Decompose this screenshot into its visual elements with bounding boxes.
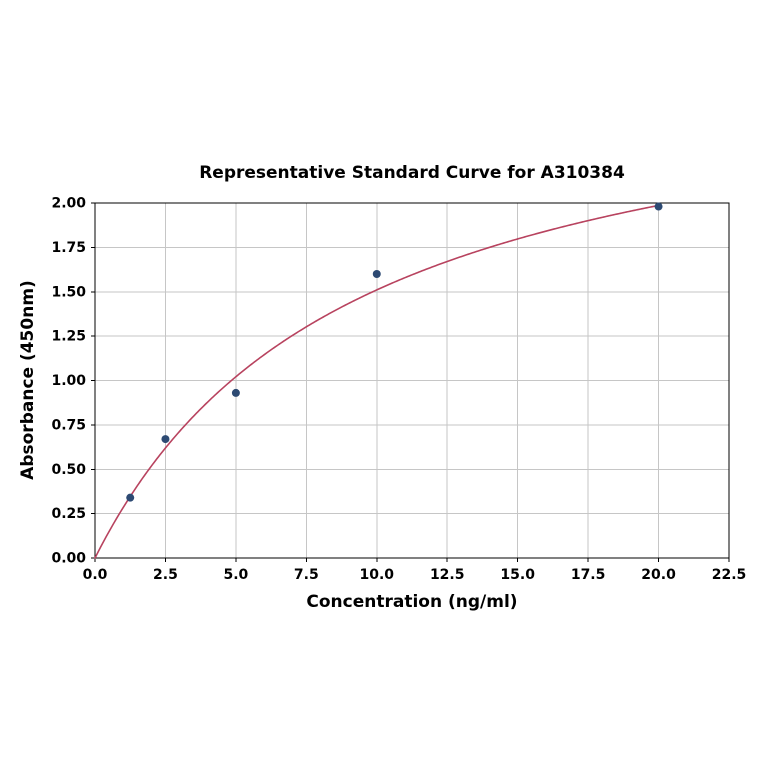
tick-marks: [91, 202, 730, 562]
chart-title: Representative Standard Curve for A31038…: [199, 163, 625, 183]
svg-text:0.50: 0.50: [51, 462, 86, 478]
svg-text:20.0: 20.0: [641, 567, 676, 583]
svg-text:0.75: 0.75: [51, 417, 86, 433]
x-tick-labels: 0.0 2.5 5.0 7.5 10.0 12.5 15.0 17.5 20.0 22.5: [83, 567, 747, 583]
svg-text:0.00: 0.00: [51, 551, 86, 567]
svg-text:22.5: 22.5: [712, 567, 747, 583]
svg-text:0.0: 0.0: [83, 567, 108, 583]
svg-text:15.0: 15.0: [500, 567, 535, 583]
data-point: [126, 493, 135, 502]
data-point: [372, 270, 381, 278]
svg-text:12.5: 12.5: [430, 567, 465, 583]
x-axis-label: Concentration (ng/ml): [306, 592, 518, 612]
data-points: [126, 202, 663, 502]
data-point: [231, 388, 240, 397]
svg-text:1.00: 1.00: [51, 373, 86, 389]
svg-text:0.25: 0.25: [51, 506, 86, 522]
svg-text:1.50: 1.50: [51, 284, 86, 300]
svg-text:2.5: 2.5: [153, 567, 178, 583]
svg-text:17.5: 17.5: [571, 567, 606, 583]
fit-curve: [94, 204, 660, 559]
svg-text:10.0: 10.0: [360, 567, 395, 583]
y-tick-labels: 0.00 0.25 0.50 0.75 1.00 1.25 1.50 1.75 2.00: [51, 196, 86, 567]
data-point: [161, 435, 170, 444]
grid: [94, 202, 730, 559]
svg-text:5.0: 5.0: [223, 567, 248, 583]
svg-text:1.25: 1.25: [51, 329, 86, 345]
svg-text:7.5: 7.5: [294, 567, 319, 583]
data-point: [654, 202, 663, 211]
svg-text:2.00: 2.00: [51, 196, 86, 212]
svg-text:1.75: 1.75: [51, 240, 86, 256]
